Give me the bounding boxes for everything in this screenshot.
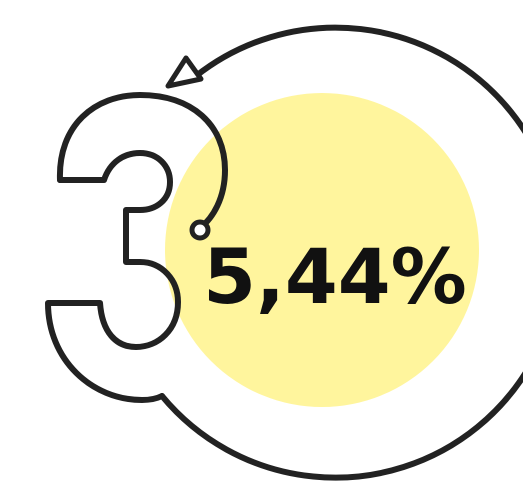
cycle-arrow (159, 24, 523, 481)
digit-three-outline (45, 24, 523, 481)
value-text: 5,44% (203, 232, 467, 321)
three-inner-stroke (45, 150, 181, 403)
three-outer-stroke (56, 92, 228, 231)
arrow-head (165, 55, 204, 89)
arrow-start-dot (189, 219, 211, 241)
highlight-circle (165, 93, 479, 407)
